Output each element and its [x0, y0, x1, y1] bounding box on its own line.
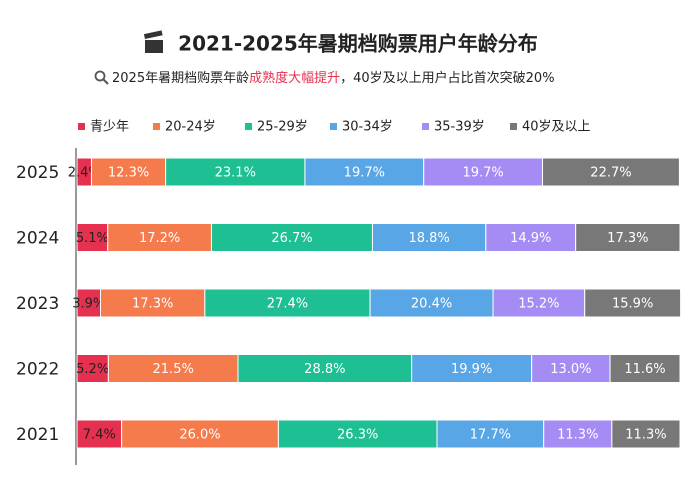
- data-label: 26.0%: [179, 428, 220, 443]
- data-label: 3.9%: [72, 297, 105, 312]
- bar-segment: [304, 157, 425, 187]
- legend-label: 青少年: [90, 120, 129, 135]
- y-tick-label: 2021: [16, 425, 59, 445]
- data-label: 15.9%: [612, 297, 653, 312]
- legend-swatch: [153, 123, 160, 130]
- bar-segment: [90, 157, 167, 187]
- data-label: 22.7%: [590, 166, 631, 181]
- legend-label: 40岁及以上: [522, 120, 591, 135]
- data-label: 23.1%: [215, 166, 256, 181]
- data-label: 5.1%: [76, 231, 109, 246]
- legend-label: 30-34岁: [342, 120, 393, 135]
- data-label: 12.3%: [108, 166, 149, 181]
- bar-segment: [423, 157, 544, 187]
- data-label: 18.8%: [408, 231, 449, 246]
- bar-segment: [543, 419, 613, 449]
- clapper-icon: [143, 30, 163, 53]
- subtitle: 2025年暑期档购票年龄成熟度大幅提升，40岁及以上用户占比首次突破20%: [112, 70, 555, 86]
- data-label: 26.7%: [271, 231, 312, 246]
- data-label: 15.2%: [518, 297, 559, 312]
- bar-segment: [371, 223, 487, 252]
- legend-swatch: [422, 123, 429, 130]
- legend-label: 20-24岁: [165, 120, 216, 135]
- data-label: 19.9%: [451, 362, 492, 377]
- legend-swatch: [78, 123, 85, 130]
- y-tick-label: 2023: [16, 294, 59, 314]
- bar-segment: [369, 288, 494, 318]
- bar-segment: [531, 354, 611, 383]
- data-label: 13.0%: [550, 362, 591, 377]
- legend-label: 35-39岁: [434, 120, 485, 135]
- bar-segment: [107, 223, 212, 252]
- data-label: 5.2%: [76, 362, 109, 377]
- bar-segment: [121, 419, 279, 449]
- bar-segment: [436, 419, 545, 449]
- data-label: 11.6%: [624, 362, 665, 377]
- data-label: 17.3%: [132, 297, 173, 312]
- data-label: 19.7%: [462, 166, 503, 181]
- data-label: 27.4%: [267, 297, 308, 312]
- bar-segment: [165, 157, 306, 187]
- bar-segment: [411, 354, 533, 383]
- legend-swatch: [510, 123, 517, 130]
- data-label: 11.3%: [625, 428, 666, 443]
- bar-segment: [76, 354, 109, 383]
- bar-segment: [107, 354, 239, 383]
- y-tick-label: 2025: [16, 163, 59, 183]
- legend-swatch: [245, 123, 252, 130]
- data-label: 26.3%: [337, 428, 378, 443]
- subtitle-text: ，40岁及以上用户占比首次突破20%: [340, 70, 554, 86]
- subtitle-highlight: 成熟度大幅提升: [249, 70, 340, 86]
- y-tick-label: 2022: [16, 360, 59, 380]
- subtitle-text: 2025年暑期档购票年龄: [112, 70, 249, 86]
- bar-segment: [76, 419, 123, 449]
- data-label: 19.7%: [344, 166, 385, 181]
- data-label: 28.8%: [304, 362, 345, 377]
- data-label: 14.9%: [510, 231, 551, 246]
- bar-segment: [76, 223, 109, 252]
- bar-segment: [575, 223, 681, 252]
- data-label: 17.2%: [139, 231, 180, 246]
- bar-segment: [611, 419, 681, 449]
- data-label: 7.4%: [83, 428, 116, 443]
- bar-segment: [485, 223, 577, 252]
- bar-segment: [492, 288, 586, 318]
- legend-swatch: [330, 123, 337, 130]
- bar-segment: [204, 288, 371, 318]
- legend-label: 25-29岁: [257, 120, 308, 135]
- bar-segment: [584, 288, 682, 318]
- bar-segment: [100, 288, 206, 318]
- chart-title: 2021-2025年暑期档购票用户年龄分布: [178, 32, 538, 56]
- data-label: 11.3%: [557, 428, 598, 443]
- bar-segment: [277, 419, 438, 449]
- y-tick-label: 2024: [16, 229, 59, 249]
- data-label: 21.5%: [153, 362, 194, 377]
- bar-segment: [609, 354, 681, 383]
- bar-segment: [542, 157, 680, 187]
- data-label: 17.3%: [607, 231, 648, 246]
- magnifier-icon: [94, 70, 109, 85]
- data-label: 20.4%: [411, 297, 452, 312]
- data-label: 17.7%: [470, 428, 511, 443]
